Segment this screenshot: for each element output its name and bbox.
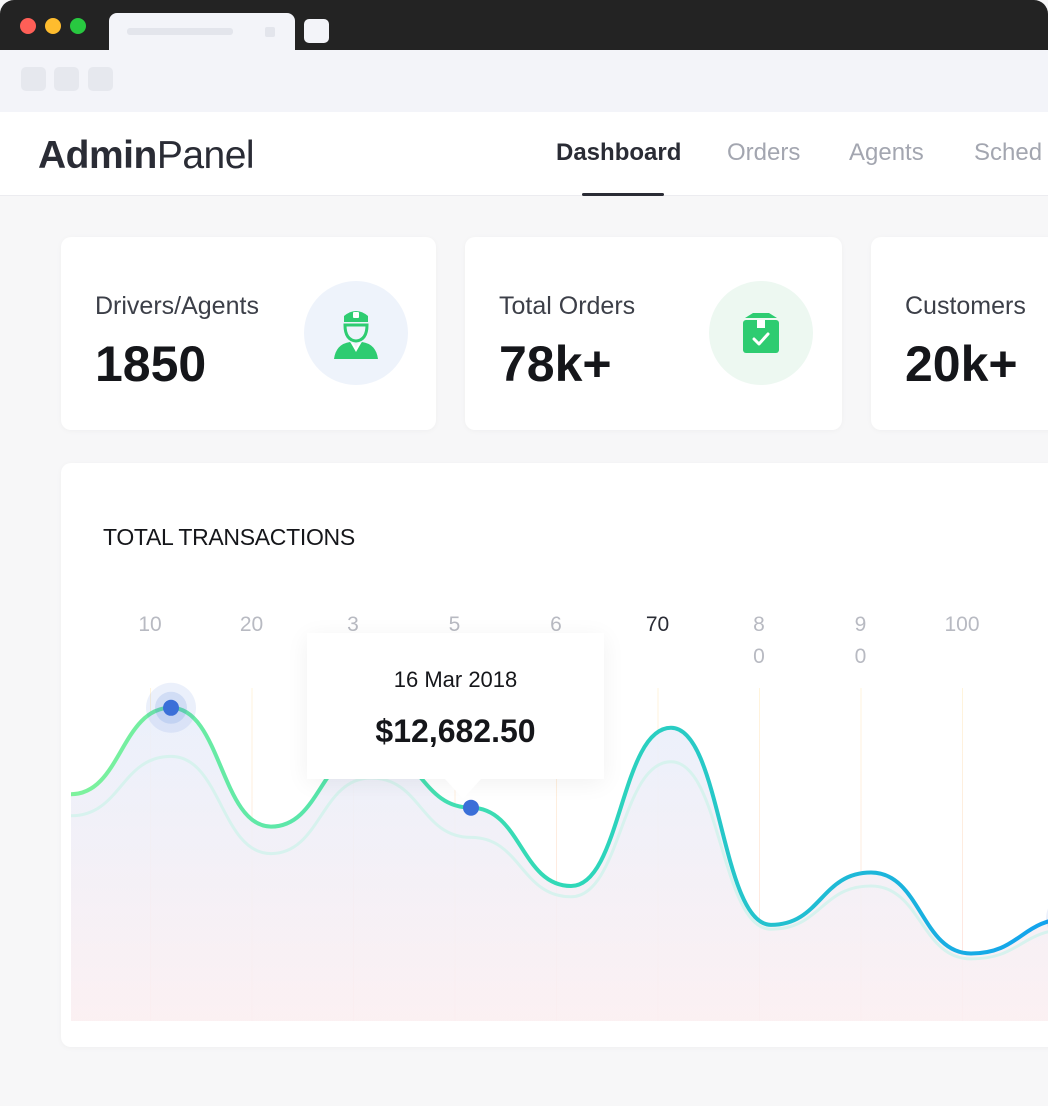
tooltip-pointer: [445, 779, 481, 799]
data-point-marker: [163, 699, 179, 716]
forward-button[interactable]: [54, 67, 79, 91]
tick-label: 3: [347, 613, 359, 636]
tab-close-icon[interactable]: [265, 27, 275, 37]
tab-title-placeholder: [127, 28, 233, 35]
tick-label: 10: [138, 613, 161, 636]
series-line-secondary: [70, 754, 1048, 961]
nav-dashboard[interactable]: Dashboard: [556, 139, 682, 166]
reload-button[interactable]: [88, 67, 113, 91]
nav-schedule[interactable]: Sched: [974, 139, 1043, 166]
maximize-window-dot[interactable]: [70, 18, 86, 34]
new-tab-button[interactable]: [304, 19, 329, 43]
app-header: AdminPanel Dashboard Orders Agents Sched: [0, 112, 1048, 196]
chart-tooltip: 16 Mar 2018 $12,682.50: [307, 633, 604, 799]
data-point-marker: [463, 799, 479, 816]
browser-tab[interactable]: [109, 13, 295, 50]
stat-value: 20k+: [905, 336, 1018, 392]
close-window-dot[interactable]: [20, 18, 36, 34]
stat-value: 1850: [95, 336, 207, 392]
back-button[interactable]: [21, 67, 46, 91]
logo-bold-text: Admin: [38, 134, 157, 177]
grid-line: [962, 688, 963, 1021]
total-transactions-chart: TOTAL TRANSACTIONS 10 20 3 5 6 70 8 0 9 0 100 16 M…: [61, 463, 1048, 1047]
tick-label: 5: [449, 613, 461, 636]
tooltip-date: 16 Mar 2018: [393, 667, 518, 692]
tick-label: 0: [855, 645, 867, 668]
stat-label: Customers: [905, 292, 1026, 320]
nav-agents[interactable]: Agents: [849, 139, 924, 166]
stat-card-orders[interactable]: Total Orders 78k+: [465, 237, 842, 430]
tick-label: 70: [646, 613, 669, 636]
app-logo[interactable]: AdminPanel: [38, 134, 255, 178]
stat-label: Total Orders: [499, 292, 636, 320]
tick-label: 20: [240, 613, 263, 636]
agent-icon: [304, 281, 408, 385]
grid-line: [759, 688, 760, 1021]
grid-line: [556, 688, 557, 1021]
tooltip-amount: $12,682.50: [375, 713, 536, 749]
nav-orders[interactable]: Orders: [727, 139, 801, 166]
stat-label: Drivers/Agents: [95, 292, 259, 320]
browser-toolbar: [0, 50, 1048, 112]
stat-value: 78k+: [499, 336, 612, 392]
active-nav-indicator: [582, 193, 664, 196]
tick-label: 0: [753, 645, 765, 668]
tick-label: 6: [550, 613, 562, 636]
stat-card-agents[interactable]: Drivers/Agents 1850: [61, 237, 436, 430]
transactions-chart-svg: 10 20 3 5 6 70 8 0 9 0 100: [70, 613, 1048, 1021]
chart-title: TOTAL TRANSACTIONS: [103, 524, 355, 550]
series-line-primary: [70, 705, 1048, 956]
grid-line: [860, 688, 862, 1021]
tick-label: 8: [753, 613, 765, 636]
tick-label: 9: [855, 613, 867, 636]
browser-titlebar: [0, 0, 1048, 50]
series-area: [71, 707, 1048, 1021]
stat-card-customers[interactable]: Customers 20k+: [871, 237, 1048, 430]
tick-label: 100: [944, 613, 979, 636]
logo-light-text: Panel: [156, 134, 255, 177]
package-icon: [709, 281, 813, 385]
minimize-window-dot[interactable]: [45, 18, 61, 34]
